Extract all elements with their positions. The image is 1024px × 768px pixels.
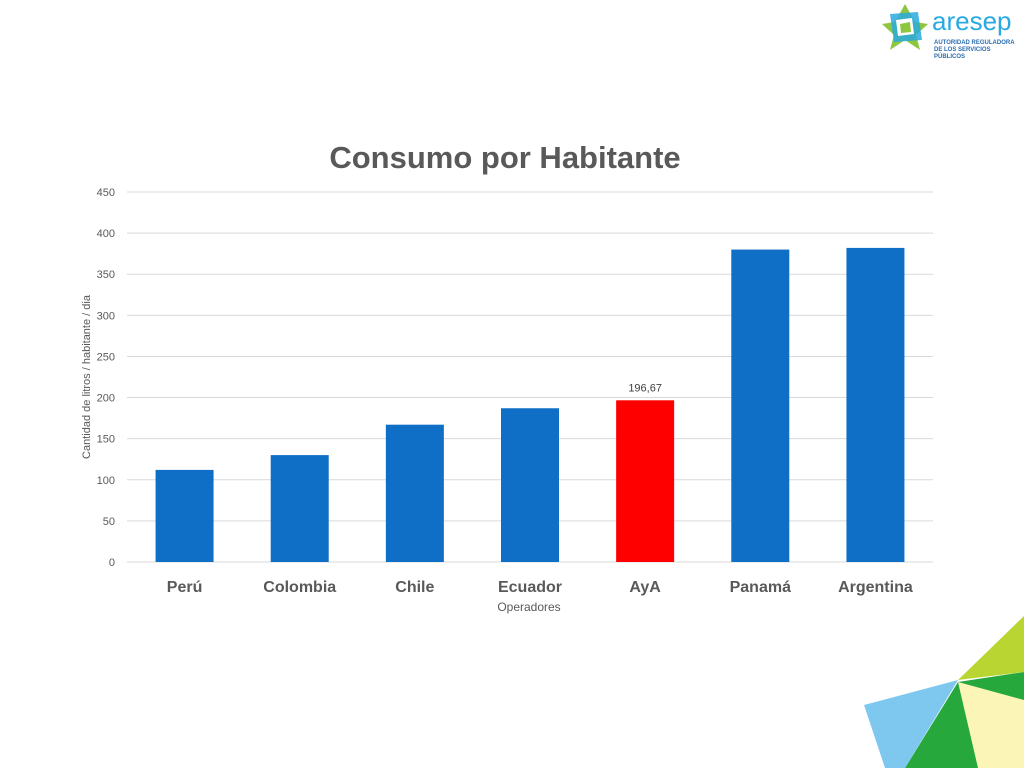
bar-perú bbox=[155, 469, 214, 562]
y-tick-label: 150 bbox=[97, 434, 115, 446]
y-tick-label: 450 bbox=[97, 187, 115, 199]
bar-argentina bbox=[846, 247, 905, 562]
bar-aya bbox=[616, 400, 675, 562]
data-label: 196,67 bbox=[628, 382, 662, 394]
logo-wordmark: aresep bbox=[932, 6, 1012, 36]
logo-subtitle: AUTORIDAD REGULADORA DE LOS SERVICIOS PÚ… bbox=[934, 40, 1020, 61]
y-tick-label: 0 bbox=[109, 557, 115, 569]
logo-subtitle-line2: DE LOS SERVICIOS PÚBLICOS bbox=[934, 47, 991, 60]
x-tick-label: Argentina bbox=[838, 579, 913, 596]
data-labels: 196,67 bbox=[628, 382, 662, 394]
bars bbox=[155, 247, 905, 563]
bar-ecuador bbox=[501, 408, 559, 562]
aresep-logo: aresep AUTORIDAD REGULADORA DE LOS SERVI… bbox=[880, 2, 1020, 61]
y-axis-ticks: 0 50 100 150 200 250 300 350 400 450 bbox=[97, 187, 115, 569]
x-tick-label: Panamá bbox=[730, 579, 791, 596]
y-tick-label: 350 bbox=[97, 269, 115, 281]
y-tick-label: 50 bbox=[103, 516, 115, 528]
x-tick-label: AyA bbox=[629, 579, 661, 596]
x-axis-label: Operadores bbox=[497, 600, 560, 614]
chart-title: Consumo por Habitante bbox=[329, 140, 680, 175]
y-tick-label: 300 bbox=[97, 310, 115, 322]
bar-colombia bbox=[270, 455, 329, 562]
y-axis-label: Cantidad de litros / habitante / dia bbox=[81, 294, 93, 459]
y-tick-label: 250 bbox=[97, 351, 115, 363]
bar-chile bbox=[385, 424, 444, 562]
y-tick-label: 200 bbox=[97, 393, 115, 405]
aresep-logo-mark bbox=[882, 4, 928, 50]
y-tick-label: 100 bbox=[97, 475, 115, 487]
bar-panamá bbox=[731, 249, 790, 563]
x-axis-ticks: Perú Colombia Chile Ecuador AyA Panamá Argenti… bbox=[167, 579, 913, 596]
x-tick-label: Chile bbox=[395, 579, 434, 596]
x-tick-label: Ecuador bbox=[498, 579, 562, 596]
y-tick-label: 400 bbox=[97, 228, 115, 240]
x-tick-label: Perú bbox=[167, 579, 203, 596]
x-tick-label: Colombia bbox=[263, 579, 336, 596]
logo-subtitle-line1: AUTORIDAD REGULADORA bbox=[934, 40, 1015, 46]
